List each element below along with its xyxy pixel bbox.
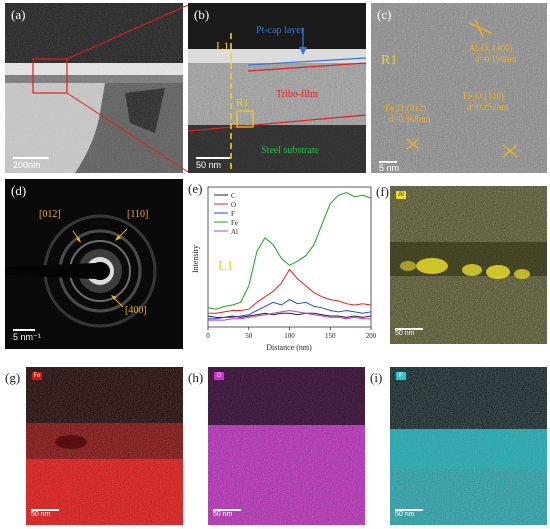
- ring-110-label: [110]: [127, 209, 149, 220]
- scale-label: 200nm: [13, 160, 41, 170]
- panel-label: (a): [11, 7, 26, 22]
- l1-label: L1: [218, 259, 234, 274]
- panel-a: (a) 200nm: [5, 3, 183, 173]
- r1-label: R1: [381, 53, 398, 68]
- tem-image-b: [188, 3, 366, 173]
- legend-label: F: [231, 210, 235, 218]
- element-badge-f: F: [396, 372, 406, 380]
- panel-i: F 50 nm: [390, 367, 547, 525]
- series-line-fe: [207, 191, 372, 310]
- scale-label: 50 nm: [395, 330, 415, 337]
- hrtem-image-c: [371, 3, 547, 173]
- panel-d: (d) [012] [110] [400] 5 nm⁻¹: [5, 179, 183, 349]
- fe2o3-110-plane: Fe₂O₃(110): [463, 91, 504, 101]
- element-badge-o: O: [214, 372, 224, 380]
- panel-f: Al 50 nm: [390, 186, 547, 344]
- element-badge-al: Al: [396, 191, 406, 199]
- legend-label: C: [231, 192, 236, 200]
- fe2o3-012-d: d=0.368nm: [389, 114, 431, 124]
- pt-cap-label: Pt-cap layer: [256, 25, 305, 36]
- scale-label: 50 nm: [395, 511, 415, 518]
- panel-g: Fe 50 nm: [26, 367, 183, 525]
- l1-label: L1: [216, 39, 230, 53]
- scale-label: 50 nm: [196, 160, 222, 170]
- y-axis-label: Intensity: [191, 245, 200, 273]
- panel-label: (b): [194, 7, 210, 22]
- saed-pattern-d: [5, 179, 183, 349]
- x-tick-label: 0: [206, 332, 210, 340]
- eds-map-o: [208, 367, 365, 525]
- panel-c: (c) R1 Al₂O₃ (400) d=0.198nm Fe₂O₃(110) …: [371, 3, 547, 173]
- scale-label: 50 nm: [31, 511, 51, 518]
- scale-label: 50 nm: [213, 511, 233, 518]
- series-line-al: [208, 309, 371, 321]
- eds-map-f: [390, 367, 547, 525]
- scale-bar: [379, 161, 397, 163]
- x-axis-label: Distance (nm): [266, 343, 312, 352]
- panel-b: (b) Pt-cap layer Tribo-film Steel substr…: [188, 3, 366, 173]
- x-tick-label: 150: [325, 332, 336, 340]
- ring-400-label: [400]: [125, 305, 147, 316]
- tribo-film-label: Tribo-film: [276, 89, 318, 100]
- fe2o3-012-plane: Fe₂O₃(012): [385, 103, 427, 113]
- panel-label-h: (h): [188, 370, 204, 385]
- legend-label: O: [231, 201, 236, 209]
- eds-map-fe: [26, 367, 183, 525]
- series-line-o: [208, 268, 372, 314]
- ring-012-label: [012]: [39, 209, 61, 220]
- scale-bar: [395, 509, 423, 511]
- panel-label: (c): [377, 7, 392, 22]
- x-tick-label: 100: [284, 332, 295, 340]
- tem-image-a: [5, 3, 183, 173]
- scale-bar: [13, 329, 35, 331]
- r1-label: R1: [236, 97, 249, 109]
- scale-bar: [196, 157, 230, 159]
- al2o3-d: d=0.198nm: [475, 54, 517, 64]
- panel-label-f: (f): [376, 184, 389, 199]
- series-line-f: [208, 299, 372, 320]
- scale-label: 5 nm: [379, 163, 400, 173]
- steel-substrate-label: Steel substrate: [261, 145, 320, 156]
- panel-h: O 50 nm: [208, 367, 365, 525]
- zoom-box: [32, 58, 68, 94]
- panel-e: 0 50 100 150 200 C O F Fe Al Distance (nm) Inten…: [188, 179, 378, 359]
- scale-bar: [13, 157, 49, 159]
- legend-label: Fe: [231, 219, 238, 227]
- scale-bar: [31, 509, 59, 511]
- fe2o3-110-d: d=0.252nm: [467, 102, 509, 112]
- panel-label: (d): [11, 183, 27, 198]
- scale-bar: [395, 328, 423, 330]
- panel-label: (e): [188, 181, 203, 196]
- x-tick-label: 200: [366, 332, 377, 340]
- panel-label-g: (g): [5, 370, 21, 385]
- element-badge-fe: Fe: [32, 372, 42, 380]
- scale-label: 5 nm⁻¹: [13, 332, 41, 342]
- legend-label: Al: [231, 228, 238, 236]
- eds-map-al: [390, 186, 547, 344]
- al2o3-plane: Al₂O₃ (400): [469, 43, 513, 53]
- scale-bar: [213, 509, 241, 511]
- series-line-c: [207, 312, 372, 318]
- panel-label-i: (i): [370, 370, 383, 385]
- x-tick-label: 50: [245, 332, 253, 340]
